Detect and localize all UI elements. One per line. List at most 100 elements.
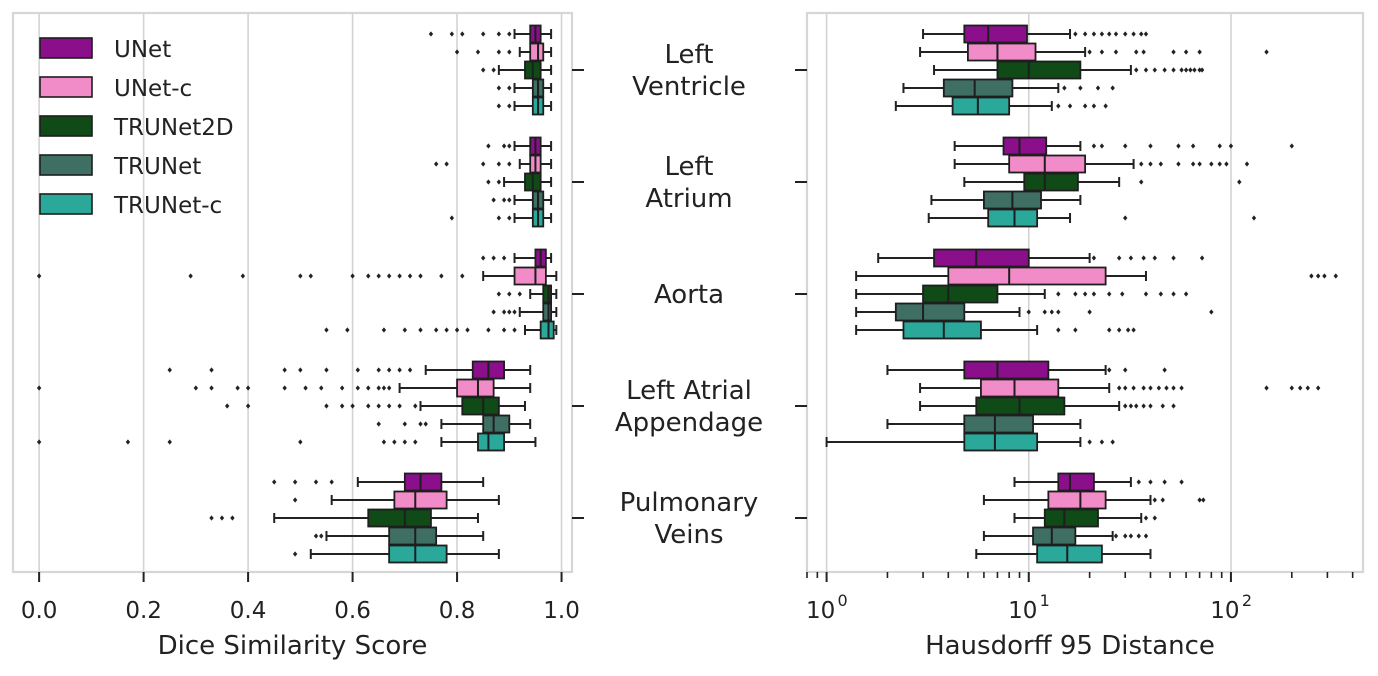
outlier-point — [1217, 143, 1222, 149]
box-trunet-c-2 — [324, 320, 558, 340]
outlier-point — [292, 479, 298, 485]
outlier-point — [1113, 533, 1119, 539]
outlier-point — [1091, 31, 1097, 37]
x-tick-label: 10 — [806, 598, 835, 624]
legend-swatch-trunet-c — [39, 193, 93, 215]
box — [461, 396, 500, 416]
category-label: Pulmonary — [620, 488, 759, 518]
box-unet-c-3 — [919, 378, 1321, 398]
legend-swatch-unet-c — [39, 76, 93, 98]
box-trunet-3 — [886, 414, 1082, 434]
box — [963, 432, 1039, 452]
outlier-point — [188, 273, 193, 279]
outlier-point — [1073, 31, 1078, 37]
outlier-point — [1183, 291, 1189, 297]
box-unet-c-2 — [855, 266, 1338, 286]
outlier-point — [1217, 161, 1222, 167]
outlier-point — [350, 273, 355, 279]
outlier-point — [1179, 67, 1184, 73]
outlier-point — [1333, 273, 1338, 279]
outlier-point — [1197, 67, 1202, 73]
outlier-point — [418, 421, 423, 427]
outlier-point — [381, 385, 387, 391]
outlier-point — [428, 31, 434, 37]
outlier-point — [125, 439, 131, 445]
outlier-point — [1209, 309, 1214, 315]
outlier-point — [1171, 255, 1176, 261]
outlier-point — [1228, 143, 1234, 149]
outlier-point — [496, 31, 502, 37]
outlier-point — [1116, 327, 1122, 333]
box-trunet-c-3 — [825, 432, 1115, 452]
outlier-point — [1183, 49, 1189, 55]
box-unet-0 — [922, 24, 1149, 44]
outlier-point — [1056, 327, 1061, 333]
outlier-point — [1056, 291, 1061, 297]
outlier-point — [1162, 479, 1167, 485]
outlier-point — [386, 403, 392, 409]
box-unet-3 — [886, 360, 1167, 380]
outlier-point — [1171, 49, 1176, 55]
outlier-point — [386, 273, 392, 279]
outlier-point — [413, 403, 418, 409]
box-unet-1 — [953, 136, 1294, 156]
box — [513, 266, 547, 286]
box — [542, 302, 553, 322]
box-trunet-c-4 — [975, 544, 1152, 564]
box — [963, 24, 1028, 44]
outlier-point — [1087, 49, 1092, 55]
outlier-point — [444, 161, 449, 167]
outlier-point — [491, 309, 496, 315]
outlier-point — [501, 309, 507, 315]
outlier-point — [36, 439, 42, 445]
box — [1047, 490, 1107, 510]
box-trunet-1 — [930, 190, 1082, 210]
outlier-point — [282, 385, 287, 391]
outlier-point — [507, 49, 512, 55]
outlier-point — [366, 403, 371, 409]
outlier-point — [381, 439, 387, 445]
outlier-point — [402, 439, 408, 445]
x-tick-label: 0.8 — [439, 598, 476, 624]
outlier-point — [1264, 385, 1269, 391]
outlier-point — [507, 161, 512, 167]
category-label: Left — [665, 152, 714, 182]
box-trunet-3 — [376, 414, 532, 434]
outlier-point — [1152, 67, 1157, 73]
outlier-point — [245, 385, 251, 391]
x-tick-label: 0.2 — [125, 598, 162, 624]
legend-swatch-unet — [39, 37, 93, 59]
outlier-point — [1305, 385, 1311, 391]
box — [902, 320, 982, 340]
outlier-point — [397, 273, 402, 279]
outlier-point — [376, 421, 381, 427]
outlier-point — [475, 49, 481, 55]
outlier-point — [496, 215, 502, 221]
box-trunet-0 — [496, 78, 553, 98]
outlier-point — [507, 197, 512, 203]
outlier-point — [1179, 385, 1184, 391]
outlier-point — [1062, 85, 1067, 91]
outlier-point — [1131, 31, 1136, 37]
category-label: Veins — [654, 520, 723, 550]
box — [456, 378, 495, 398]
outlier-point — [1315, 273, 1321, 279]
outlier-point — [1082, 103, 1088, 109]
outlier-point — [1095, 85, 1101, 91]
box-trunet2d-2 — [496, 284, 558, 304]
outlier-point — [209, 515, 214, 521]
outlier-point — [418, 327, 423, 333]
box — [388, 526, 438, 546]
outlier-point — [1120, 291, 1125, 297]
box — [388, 544, 448, 564]
legend-label: UNet-c — [114, 76, 192, 102]
outlier-point — [1251, 215, 1257, 221]
outlier-point — [1197, 161, 1202, 167]
outlier-point — [376, 367, 381, 373]
legend-swatch-trunet — [39, 154, 93, 176]
outlier-point — [480, 161, 486, 167]
outlier-point — [418, 273, 423, 279]
x-tick-exponent: 0 — [837, 591, 847, 610]
outlier-point — [324, 403, 329, 409]
